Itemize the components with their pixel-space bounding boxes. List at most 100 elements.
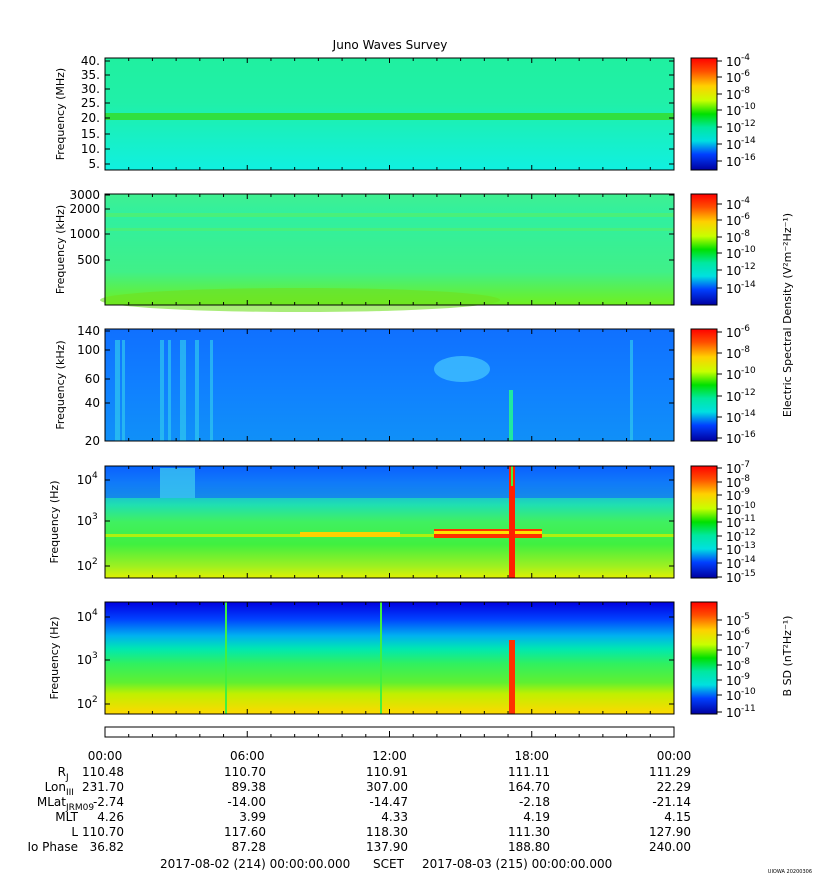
- y-tick-label: 10: [77, 473, 92, 487]
- cbar-tick-exp: -10: [741, 102, 756, 112]
- ephem-label: R: [58, 765, 66, 779]
- cbar-tick-label: 10: [726, 282, 741, 296]
- cbar-tick-exp: -8: [741, 345, 750, 355]
- ephem-value: 110.48: [82, 765, 124, 779]
- cbar-tick-exp: -12: [741, 388, 756, 398]
- emission-yellow: [300, 532, 400, 537]
- y-tick-label: 40: [85, 396, 100, 410]
- footer-scet: SCET: [373, 857, 405, 871]
- cbar-tick-exp: -10: [741, 501, 756, 511]
- cbar-tick-label: 10: [726, 155, 741, 169]
- y-tick-exp: 4: [92, 608, 98, 618]
- cbar-tick-exp: -14: [741, 555, 756, 565]
- cbar-tick-exp: -6: [741, 324, 750, 334]
- cbar-tick-exp: -8: [741, 229, 750, 239]
- cbar-tick-exp: -12: [741, 528, 756, 538]
- cbar-tick-label: 10: [726, 476, 741, 490]
- y-tick-exp: 2: [92, 695, 98, 705]
- low-freq-enhancement: [100, 288, 500, 312]
- cbar-tick-label: 10: [726, 644, 741, 658]
- cbar-tick-label: 10: [726, 104, 741, 118]
- y-tick-label: 30.: [81, 82, 100, 96]
- y-tick-exp: 3: [92, 651, 98, 661]
- ephem-value: 137.90: [366, 840, 408, 854]
- cbar-tick-exp: -14: [741, 280, 756, 290]
- cbar-tick-exp: -6: [741, 69, 750, 79]
- cbar-tick-label: 10: [726, 88, 741, 102]
- ephem-value: 110.91: [366, 765, 408, 779]
- ephem-value: 110.70: [224, 765, 266, 779]
- ephem-label-sub: JRM09: [65, 803, 94, 813]
- ephem-value: 111.30: [508, 825, 550, 839]
- ephem-value: 3.99: [239, 810, 266, 824]
- spectrogram-5: [105, 602, 674, 714]
- cbar-tick-exp: -4: [741, 53, 750, 63]
- y-tick-label: 10: [77, 697, 92, 711]
- ephem-value: 127.90: [649, 825, 691, 839]
- y-tick-label: 10.: [81, 142, 100, 156]
- cbar-tick-label: 10: [726, 214, 741, 228]
- ephem-value: -2.74: [93, 795, 124, 809]
- ephem-value: 22.29: [657, 780, 691, 794]
- ephem-value: -21.14: [652, 795, 691, 809]
- band-21mhz: [105, 113, 674, 120]
- ephem-label: MLT: [55, 810, 78, 824]
- ephem-value: -2.18: [519, 795, 550, 809]
- ephem-label: Io Phase: [27, 840, 78, 854]
- y-tick-label: 35.: [81, 68, 100, 82]
- y-tick-exp: 3: [92, 512, 98, 522]
- y-tick-label: 140: [77, 324, 100, 338]
- spike: [225, 602, 227, 714]
- colorbar-scale: [690, 328, 718, 442]
- band-1200khz: [105, 228, 674, 231]
- cbar-tick-exp: -16: [741, 430, 756, 440]
- cbar-tick-label: 10: [726, 326, 741, 340]
- ephem-value: 117.60: [224, 825, 266, 839]
- cbar-tick-label: 10: [726, 432, 741, 446]
- cbar-tick-exp: -6: [741, 627, 750, 637]
- cbar-tick-label: 10: [726, 55, 741, 69]
- spike: [380, 602, 382, 714]
- cbar-tick-label: 10: [726, 530, 741, 544]
- emission-patch: [434, 356, 490, 382]
- ephem-value: 231.70: [82, 780, 124, 794]
- ephem-value: 110.70: [82, 825, 124, 839]
- ephem-value: 87.28: [232, 840, 266, 854]
- burst: [195, 340, 199, 441]
- cbar-tick-label: 10: [726, 674, 741, 688]
- cbar-tick-label: 10: [726, 71, 741, 85]
- cbar-tick-exp: -14: [741, 136, 756, 146]
- ephem-value: 240.00: [649, 840, 691, 854]
- panel-1: 40.35.30.25.20. 15.10.5. Frequency (MHz): [54, 54, 675, 171]
- footer-start: 2017-08-02 (214) 00:00:00.000: [160, 857, 350, 871]
- band-1600khz: [105, 213, 674, 217]
- ephem-value: 111.11: [508, 765, 550, 779]
- y-tick-label: 1000: [69, 227, 100, 241]
- panel-3: 140 100 60 40 20 Frequency (kHz): [54, 324, 675, 448]
- ephemeris-table: R J 110.48 110.70 110.91 111.11 111.29 Lon III 23…: [27, 765, 691, 854]
- cbar-tick-label: 10: [726, 503, 741, 517]
- cbar-tick-label: 10: [726, 516, 741, 530]
- ephem-value: 188.80: [508, 840, 550, 854]
- ephem-row: MLat JRM09-2.74 -14.00 -14.47 -2.18 -21.14: [37, 795, 691, 813]
- cbar-tick-exp: -8: [741, 657, 750, 667]
- cbar-tick-label: 10: [726, 198, 741, 212]
- cbar-tick-exp: -6: [741, 212, 750, 222]
- y-tick-label: 500: [77, 253, 100, 267]
- cbar-tick-exp: -10: [741, 687, 756, 697]
- colorbar-scale: [690, 601, 718, 715]
- burst: [210, 340, 213, 441]
- cbar-tick-exp: -4: [741, 196, 750, 206]
- ephem-value: 118.30: [366, 825, 408, 839]
- cbar-tick-exp: -7: [741, 460, 750, 470]
- cbar-tick-exp: -8: [741, 474, 750, 484]
- y-axis-label-4: Frequency (Hz): [48, 481, 61, 564]
- x-tick-label: 06:00: [230, 749, 265, 763]
- burst: [168, 340, 171, 441]
- cbar-tick-exp: -15: [741, 569, 756, 579]
- cbar-tick-label: 10: [726, 689, 741, 703]
- cbar-tick-exp: -9: [741, 672, 750, 682]
